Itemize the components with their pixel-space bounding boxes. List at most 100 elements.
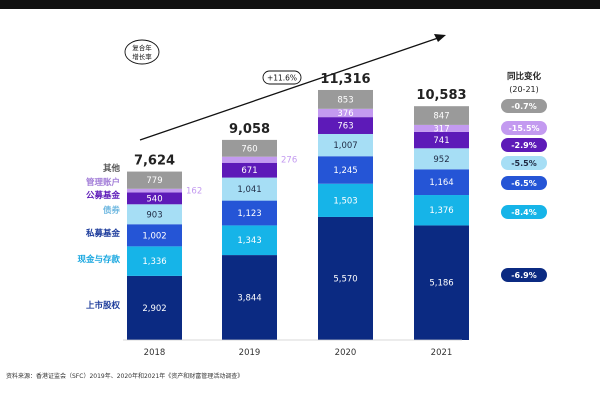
data-label: 1,503 <box>333 196 357 206</box>
cagr-arrow-line <box>139 37 439 141</box>
bar-segment <box>414 124 469 132</box>
bar-segment <box>222 139 277 157</box>
total-label: 9,058 <box>229 122 270 137</box>
bar-segment <box>127 204 182 225</box>
yoy-pill <box>501 156 547 170</box>
data-label: 1,336 <box>142 257 166 267</box>
data-label: 1,164 <box>429 178 453 188</box>
yoy-pill <box>501 99 547 113</box>
cagr-bubble <box>124 39 160 65</box>
yoy-column: 同比变化 (20-21) -6.9% -8.4% -6.5% -5.5% -2.9% -1… <box>501 71 547 282</box>
bar-segment <box>127 246 182 276</box>
data-label: 1,041 <box>237 185 261 195</box>
series-name: 其他 <box>103 163 121 174</box>
cagr-value: +11.6% <box>267 74 297 83</box>
bar-segment <box>222 156 277 163</box>
data-label: 3,844 <box>237 294 261 304</box>
bar-segment <box>127 188 182 193</box>
bar-segment <box>222 255 277 340</box>
data-label: 376 <box>337 109 353 119</box>
bar-segment <box>318 216 373 340</box>
x-tick-label: 2018 <box>144 348 166 358</box>
x-tick-label: 2021 <box>431 348 453 358</box>
data-label: 1,007 <box>333 141 357 151</box>
yoy-pill <box>501 121 547 135</box>
bar-segment <box>414 169 469 196</box>
yoy-value: -6.9% <box>511 271 537 280</box>
x-tick-label: 2019 <box>239 348 261 358</box>
bar-segment <box>127 171 182 189</box>
data-label: 741 <box>433 136 449 146</box>
yoy-pill <box>501 205 547 219</box>
bar-segment <box>318 133 373 157</box>
data-label: 317 <box>433 124 449 134</box>
cagr-bubble-line-1: 复合年 <box>132 43 152 52</box>
bar-segment <box>414 195 469 226</box>
data-label: 1,376 <box>429 206 453 216</box>
bar-segment <box>127 275 182 340</box>
yoy-value: -8.4% <box>511 208 537 217</box>
cagr-bubble-line-2: 增长率 <box>132 52 152 61</box>
cagr-arrow-head <box>434 34 446 42</box>
bar-segment <box>318 117 373 134</box>
cagr-value-pill <box>262 70 302 85</box>
bar-segment <box>222 200 277 226</box>
series-name: 现金与存款 <box>77 254 120 265</box>
bar-segment <box>414 106 469 125</box>
series-names-layer: 上市股权 现金与存款 私募基金 债券 公募基金 管理账户 其他 <box>77 163 120 311</box>
data-label: 5,570 <box>333 274 357 284</box>
header-strip <box>0 0 600 9</box>
data-label: 847 <box>433 112 449 122</box>
data-label: 540 <box>146 194 162 204</box>
bar-segment <box>414 225 469 340</box>
data-label: 1,343 <box>237 236 261 246</box>
data-label: 671 <box>241 166 257 176</box>
series-name: 债券 <box>103 205 121 216</box>
data-label: 276 <box>281 156 297 166</box>
bar-segment <box>222 162 277 178</box>
bar-segment <box>127 192 182 205</box>
bars-layer: 2,902 1,336 1,002 903 540 162 779 7,624 2018 3,84… <box>127 72 469 358</box>
series-name: 上市股权 <box>86 300 121 311</box>
source-note: 资料来源：香港证监会（SFC）2019年、2020年和2021年《资产和财富管理… <box>6 372 243 380</box>
bar-segment <box>127 224 182 247</box>
series-name: 管理账户 <box>86 177 120 188</box>
yoy-period: (20-21) <box>509 85 539 94</box>
data-label: 162 <box>186 187 202 197</box>
yoy-header: 同比变化 <box>507 71 542 82</box>
data-label: 779 <box>146 176 162 186</box>
yoy-value: -2.9% <box>511 141 537 150</box>
yoy-value: -6.5% <box>511 179 537 188</box>
series-name: 私募基金 <box>85 228 121 239</box>
data-label: 1,123 <box>237 209 261 219</box>
data-label: 1,245 <box>333 166 357 176</box>
x-tick-label: 2020 <box>335 348 357 358</box>
data-label: 853 <box>337 95 353 105</box>
bar-segment <box>414 148 469 170</box>
data-label: 2,902 <box>142 304 166 314</box>
total-label: 7,624 <box>134 154 175 169</box>
data-label: 952 <box>433 155 449 165</box>
bar-segment <box>414 131 469 149</box>
bar-segment <box>318 108 373 118</box>
data-label: 903 <box>146 210 162 220</box>
data-label: 763 <box>337 122 353 132</box>
data-label: 760 <box>241 144 257 154</box>
data-label: 5,186 <box>429 279 453 289</box>
bar-segment <box>318 183 373 217</box>
total-label: 10,583 <box>416 88 466 103</box>
yoy-pill <box>501 268 547 282</box>
bar-segment <box>318 89 373 109</box>
bar-segment <box>222 225 277 256</box>
yoy-value: -15.5% <box>508 124 539 133</box>
yoy-value: -0.7% <box>511 102 537 111</box>
yoy-value: -5.5% <box>511 159 537 168</box>
bar-segment <box>222 177 277 201</box>
yoy-pill <box>501 138 547 152</box>
total-label: 11,316 <box>320 72 370 87</box>
data-label: 1,002 <box>142 231 166 241</box>
series-name: 公募基金 <box>86 190 121 201</box>
yoy-pill <box>501 176 547 190</box>
bar-segment <box>318 156 373 184</box>
